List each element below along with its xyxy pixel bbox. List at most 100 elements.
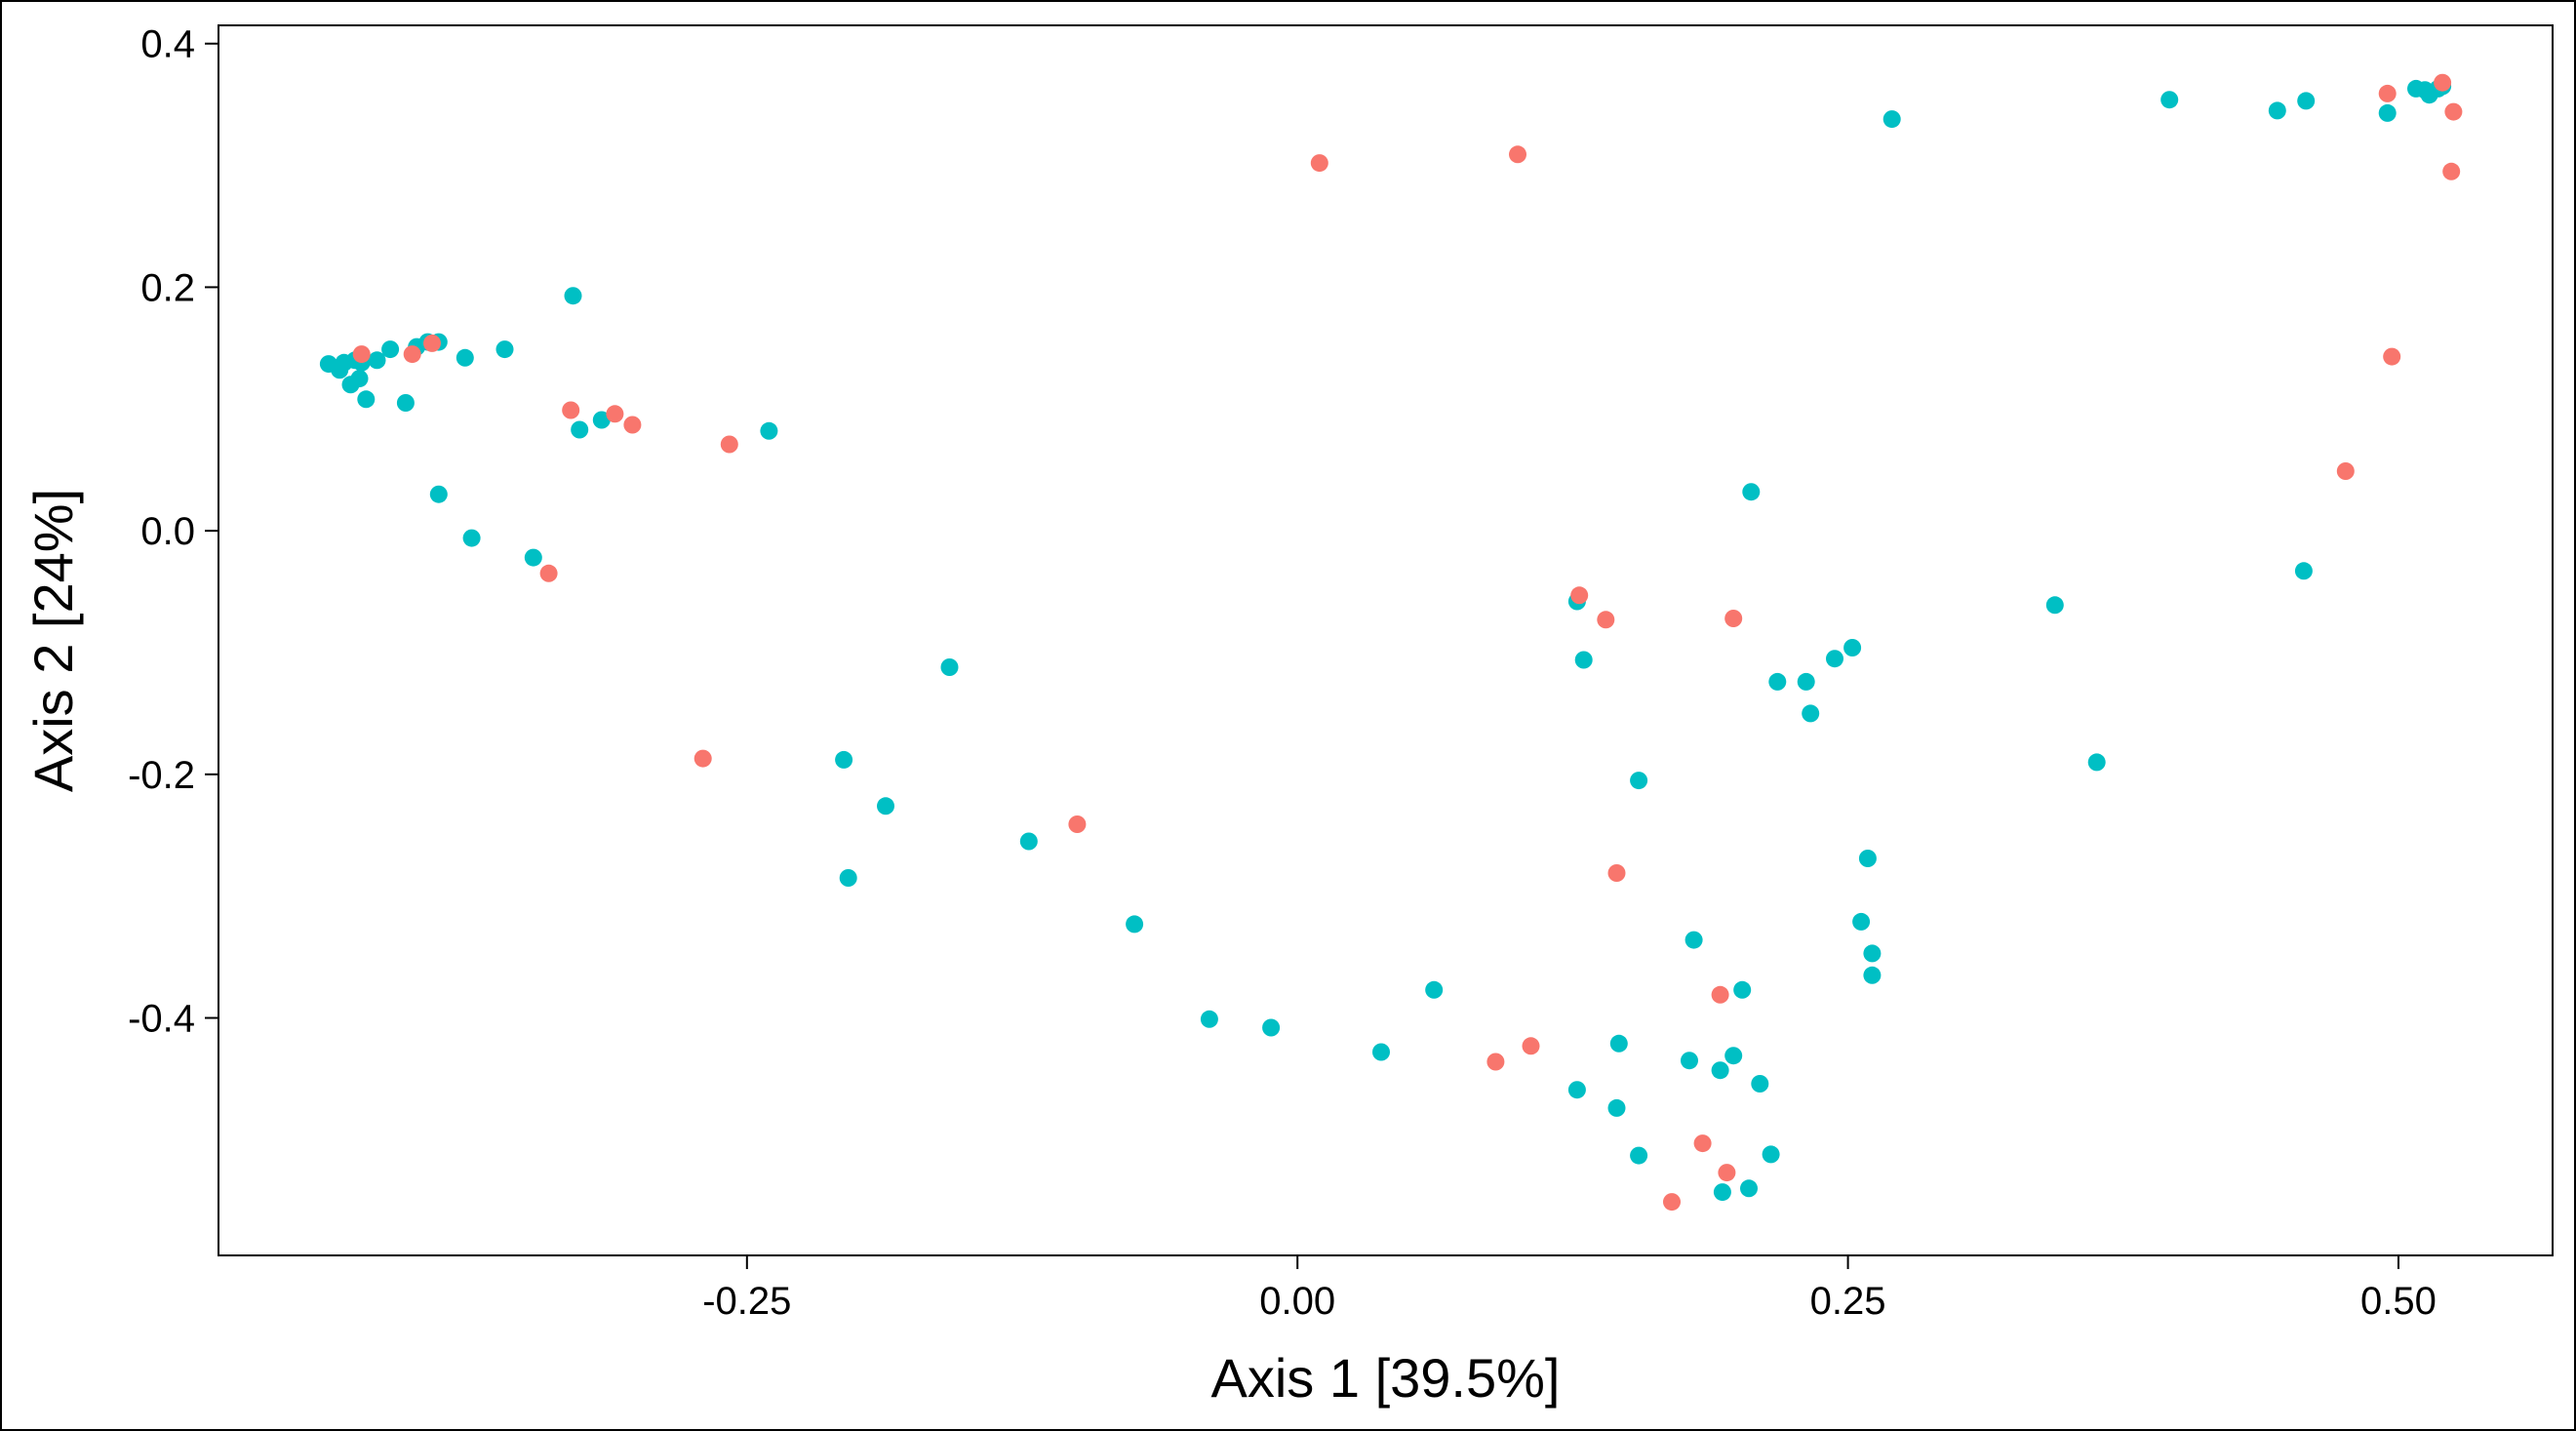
data-point [1802, 704, 1820, 723]
data-point [357, 390, 376, 409]
data-point [1826, 650, 1843, 668]
data-point [1126, 915, 1144, 934]
data-point [1863, 944, 1882, 963]
data-point [1882, 110, 1901, 129]
data-point [1733, 980, 1752, 999]
x-axis: -0.25 0.00 0.25 0.50 [702, 1255, 2437, 1323]
data-point [940, 658, 959, 676]
data-point [1068, 815, 1087, 833]
data-point [1693, 1134, 1712, 1153]
data-point [877, 797, 894, 815]
data-point [839, 869, 857, 887]
data-point [524, 548, 542, 567]
data-point [2268, 101, 2286, 120]
data-point [1630, 1146, 1648, 1165]
data-point [720, 435, 738, 454]
data-point [539, 564, 558, 582]
data-point [1852, 912, 1871, 931]
data-point [423, 334, 441, 352]
data-point [1570, 586, 1589, 605]
data-point [429, 485, 448, 503]
x-axis-title: Axis 1 [39.5%] [1211, 1347, 1561, 1409]
data-point [2336, 462, 2355, 480]
data-point [694, 749, 712, 768]
data-point [1262, 1018, 1281, 1037]
data-point [1858, 850, 1877, 867]
data-point [1713, 1183, 1731, 1202]
data-point [1768, 672, 1787, 691]
data-point [2294, 562, 2313, 580]
data-point [1425, 980, 1444, 999]
data-point [456, 348, 474, 367]
data-point [381, 340, 400, 359]
data-point [1843, 639, 1862, 656]
data-point [1574, 651, 1593, 669]
data-point [2383, 347, 2401, 366]
data-point [1607, 864, 1626, 882]
data-point [2160, 91, 2179, 109]
data-point [1663, 1193, 1681, 1212]
data-point [396, 394, 415, 412]
data-point [1019, 832, 1038, 851]
data-point [350, 370, 369, 388]
data-point [606, 405, 624, 423]
data-point [1751, 1075, 1769, 1093]
data-point [1742, 483, 1761, 501]
data-point [1609, 1034, 1628, 1053]
data-point [495, 340, 514, 359]
data-point [1863, 966, 1882, 984]
x-tick-label: 0.50 [2360, 1280, 2437, 1323]
data-point [2444, 102, 2463, 121]
points-layer [319, 73, 2463, 1212]
data-point [352, 345, 371, 364]
data-point [1711, 985, 1729, 1004]
y-tick-label: -0.4 [128, 998, 195, 1041]
data-point [1522, 1037, 1540, 1055]
y-tick-label: 0.0 [140, 510, 195, 553]
data-point [1724, 610, 1743, 627]
data-point [462, 529, 481, 547]
data-point [2297, 92, 2316, 110]
data-point [1681, 1052, 1698, 1070]
x-tick-label: 0.25 [1810, 1280, 1886, 1323]
data-point [1718, 1164, 1736, 1182]
data-point [1797, 672, 1815, 691]
data-point [1740, 1179, 1758, 1198]
data-point [562, 401, 580, 419]
data-point [2045, 596, 2064, 615]
data-point [2378, 84, 2397, 102]
data-point [403, 345, 421, 364]
data-point [592, 411, 611, 429]
x-tick-label: 0.00 [1259, 1280, 1335, 1323]
data-point [1724, 1047, 1743, 1065]
data-point [623, 416, 642, 434]
data-point [1372, 1043, 1390, 1061]
data-point [1597, 611, 1615, 629]
data-point [2442, 162, 2461, 180]
data-point [1607, 1098, 1626, 1117]
data-point [1486, 1053, 1505, 1071]
data-point [1711, 1061, 1729, 1080]
data-point [1630, 772, 1648, 790]
data-point [2434, 73, 2452, 92]
y-axis-title: Axis 2 [24%] [22, 489, 84, 792]
data-point [571, 420, 589, 439]
data-point [835, 750, 853, 769]
data-point [2378, 103, 2397, 122]
data-point [1684, 931, 1703, 949]
y-tick-label: -0.2 [128, 754, 195, 797]
data-point [1310, 154, 1328, 173]
data-point [760, 421, 778, 440]
data-point [1200, 1010, 1218, 1028]
x-tick-label: -0.25 [702, 1280, 791, 1323]
data-point [564, 287, 582, 305]
data-point [1509, 145, 1526, 164]
y-tick-label: 0.2 [140, 266, 195, 309]
y-tick-label: 0.4 [140, 23, 195, 66]
data-point [368, 351, 386, 370]
data-point [1567, 1081, 1586, 1099]
plot-frame [218, 24, 2554, 1256]
y-axis: 0.4 0.2 0.0 -0.2 -0.4 [128, 23, 218, 1041]
